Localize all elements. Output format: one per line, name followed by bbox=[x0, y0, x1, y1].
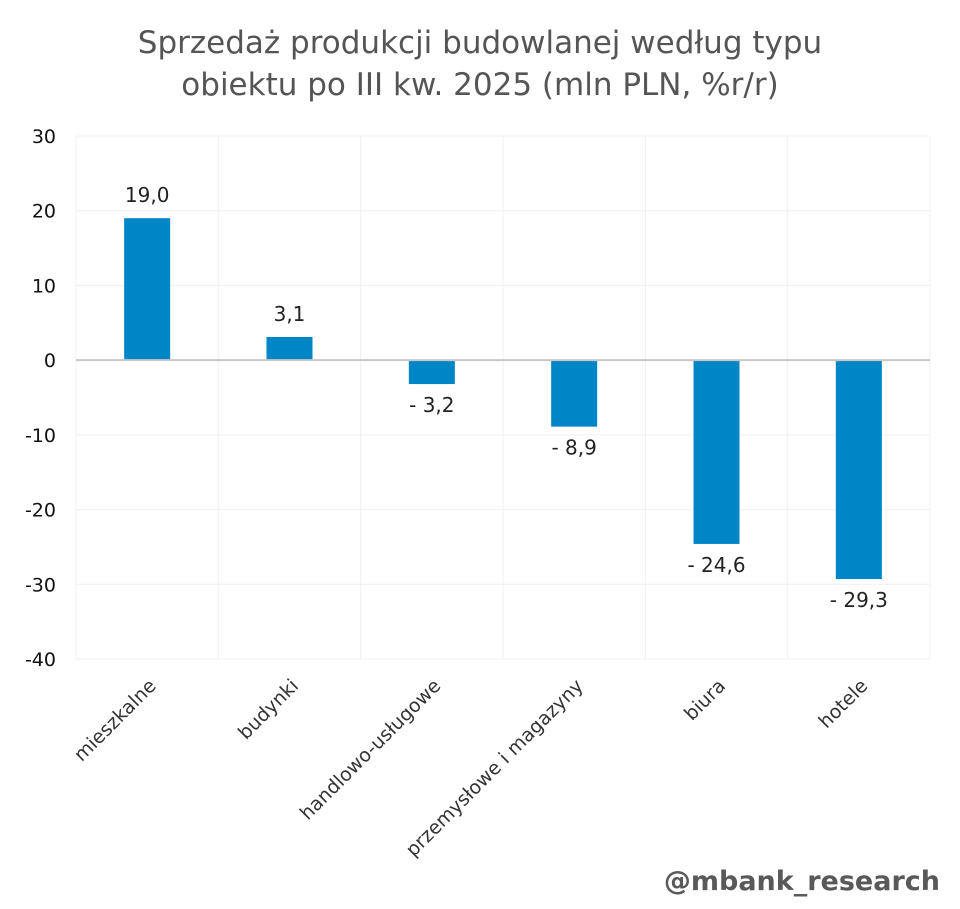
y-tick-label: 10 bbox=[32, 275, 56, 297]
x-tick-label: hotele bbox=[815, 675, 873, 733]
data-label: 19,0 bbox=[125, 183, 170, 207]
data-label: - 29,3 bbox=[830, 588, 888, 612]
y-tick-label: -40 bbox=[25, 649, 56, 671]
bar bbox=[551, 360, 598, 427]
bar bbox=[124, 218, 171, 361]
y-tick-label: -10 bbox=[25, 425, 56, 447]
y-tick-label: 30 bbox=[32, 126, 56, 148]
y-tick-label: -20 bbox=[25, 500, 56, 522]
y-tick-label: 20 bbox=[32, 201, 56, 223]
x-tick-label: handlowo-usługowe bbox=[296, 675, 445, 824]
watermark: @mbank_research bbox=[663, 866, 940, 897]
x-tick-label: biura bbox=[680, 675, 730, 725]
x-tick-label: mieszkalne bbox=[70, 675, 161, 766]
data-label: 3,1 bbox=[274, 302, 306, 326]
data-label: - 3,2 bbox=[409, 393, 454, 417]
title-line-1: Sprzedaż produkcji budowlanej według typ… bbox=[137, 25, 823, 61]
title-line-2: obiektu po III kw. 2025 (mln PLN, %r/r) bbox=[181, 67, 779, 103]
bar bbox=[266, 336, 313, 361]
bar bbox=[408, 360, 455, 385]
x-tick-label: budynki bbox=[234, 675, 303, 744]
data-label: - 24,6 bbox=[687, 553, 745, 577]
chart-title: Sprzedaż produkcji budowlanej według typ… bbox=[0, 22, 960, 106]
bar bbox=[693, 360, 740, 544]
y-tick-label: 0 bbox=[44, 350, 56, 372]
y-tick-label: -30 bbox=[25, 574, 56, 596]
data-label: - 8,9 bbox=[551, 436, 596, 460]
bar bbox=[835, 360, 882, 580]
